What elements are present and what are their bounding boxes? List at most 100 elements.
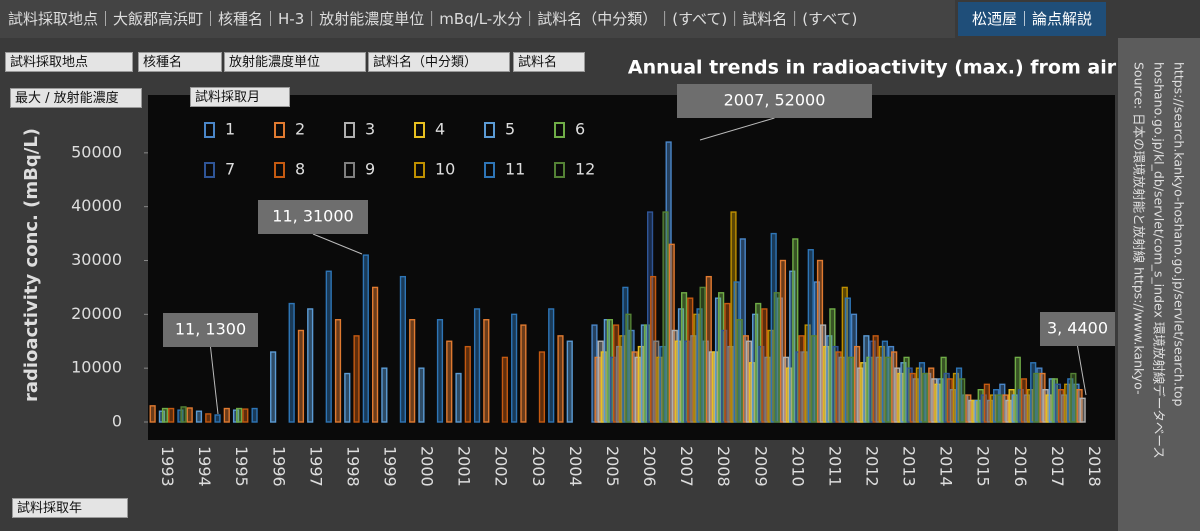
legend-label: 4 (435, 120, 445, 139)
legend-label: 1 (225, 120, 235, 139)
x-tick-label: 2013 (900, 446, 919, 487)
filter-control[interactable]: 試料名（中分類） (368, 52, 510, 72)
x-tick-label: 2005 (603, 446, 622, 487)
annotation-label: 3, 4400 (1047, 319, 1108, 338)
bar (847, 356, 855, 423)
annotation-box (258, 200, 368, 234)
bar (1070, 372, 1077, 423)
bar (557, 335, 564, 423)
bar (344, 372, 351, 423)
legend-label: 5 (505, 120, 515, 139)
bar (473, 308, 481, 423)
filter-summary: 試料採取地点｜大飯郡高浜町｜核種名｜H-3｜放射能濃度単位｜mBq/L-水分｜試… (0, 0, 955, 38)
bar (455, 372, 462, 423)
annotation-pointer (210, 346, 219, 415)
x-tick-label: 2012 (863, 446, 882, 487)
x-tick-label: 2002 (492, 446, 511, 487)
legend-swatch (344, 122, 355, 138)
filter-control[interactable]: 放射能濃度単位 (224, 52, 366, 72)
x-tick-label: 2017 (1048, 446, 1067, 487)
legend-swatch (344, 162, 355, 178)
annotation-label: 11, 31000 (272, 207, 353, 226)
bar (214, 414, 221, 423)
bar (884, 356, 892, 423)
source-panel (1118, 38, 1200, 531)
bar (270, 351, 277, 423)
bar (662, 211, 669, 423)
bar (325, 270, 332, 423)
annotation-box (1040, 312, 1115, 346)
legend-label: 11 (505, 160, 525, 179)
bar (288, 302, 295, 423)
bar (464, 345, 471, 423)
bar (996, 394, 1003, 423)
bar (186, 407, 193, 423)
bar (625, 313, 632, 423)
bar (446, 340, 453, 423)
legend-swatch (204, 162, 215, 178)
chart-title: Annual trends in radioactivity (max.) fr… (628, 57, 1117, 79)
bar (501, 356, 508, 423)
x-tick-label: 2004 (566, 446, 585, 487)
annotation-label: 2007, 52000 (724, 91, 826, 110)
x-tick-label: 2015 (974, 446, 993, 487)
legend-swatch (274, 162, 285, 178)
bar (371, 286, 379, 423)
bar (242, 408, 249, 423)
commentary-button[interactable]: 松迺屋｜論点解説 (958, 2, 1106, 36)
bar (180, 406, 187, 423)
x-tick-label: 1999 (381, 446, 400, 487)
bar (168, 407, 175, 423)
bar (236, 407, 243, 423)
measure-control[interactable]: 最大 / 放射能濃度 (10, 88, 142, 108)
bar (418, 367, 425, 423)
bar (736, 319, 743, 423)
bar (353, 335, 360, 423)
annotation-box (163, 313, 258, 347)
x-tick-label: 2001 (455, 446, 474, 487)
legend-swatch (554, 122, 565, 138)
bar (566, 340, 573, 423)
bar (1033, 372, 1040, 423)
bar (699, 286, 706, 423)
filter-control[interactable]: 試料採取地点 (5, 52, 133, 72)
filter-control[interactable]: 核種名 (138, 52, 222, 72)
x-tick-label: 2018 (1085, 446, 1104, 487)
bar (307, 308, 314, 423)
annotation-pointer (699, 117, 775, 141)
legend-label: 9 (365, 160, 375, 179)
bar (436, 319, 444, 423)
x-tick-label: 2008 (714, 446, 733, 487)
x-tick-label: 2000 (418, 446, 437, 487)
x-tick-label: 1994 (195, 446, 214, 487)
bar (161, 407, 169, 423)
y-tick-label: 20000 (71, 304, 122, 323)
y-tick-label: 50000 (71, 142, 122, 161)
annotation-label: 11, 1300 (175, 320, 246, 339)
bar (195, 410, 203, 423)
legend-swatch (554, 162, 565, 178)
filter-control[interactable]: 試料名 (513, 52, 585, 72)
annotation-pointer (312, 233, 363, 255)
bar (483, 319, 490, 423)
bar (149, 405, 156, 423)
x-tick-label: 1995 (232, 446, 251, 487)
source-line: Source: 日本の環境放射能と放射線 https://www.kankyo- (1132, 62, 1147, 395)
source-line: hoshano.go.jp/kl_db/servlet/com_s_index … (1152, 62, 1167, 459)
bar (409, 319, 416, 423)
bar (921, 372, 929, 423)
axis-control[interactable]: 試料採取年 (12, 498, 128, 518)
legend-label: 12 (575, 160, 595, 179)
x-tick-label: 1993 (158, 446, 177, 487)
x-tick-label: 2011 (825, 446, 844, 487)
x-tick-label: 1998 (343, 446, 362, 487)
bar (538, 351, 546, 423)
legend-control[interactable]: 試料採取月 (190, 87, 290, 107)
bar (297, 329, 305, 423)
bar (520, 324, 527, 423)
bar (959, 378, 966, 423)
legend-label: 7 (225, 160, 235, 179)
y-tick-label: 0 (112, 412, 122, 431)
